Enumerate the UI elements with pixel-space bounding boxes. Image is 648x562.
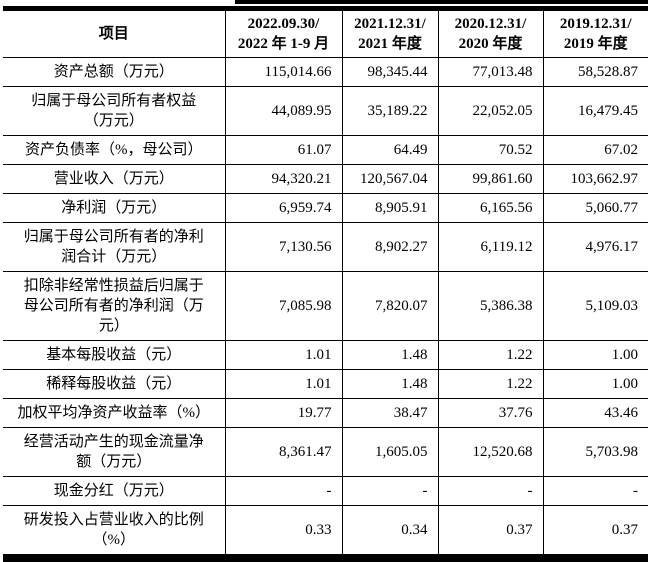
row-label: 净利润（万元） bbox=[3, 193, 225, 223]
table-row: 现金分红（万元） - - - - bbox=[3, 476, 648, 506]
table-body: 资产总额（万元） 115,014.66 98,345.44 77,013.48 58,5… bbox=[3, 57, 648, 554]
table-row: 加权平均净资产收益率（%） 19.77 38.47 37.76 43.46 bbox=[3, 398, 648, 428]
cell-value: 94,320.21 bbox=[224, 164, 342, 194]
cell-value: 8,905.91 bbox=[341, 193, 438, 223]
row-label: 基本每股收益（元） bbox=[3, 340, 225, 370]
row-label: 资产总额（万元） bbox=[3, 57, 225, 87]
cell-value: 98,345.44 bbox=[341, 57, 438, 87]
cell-value: 7,820.07 bbox=[341, 271, 438, 341]
column-header-2021: 2021.12.31/ 2021 年度 bbox=[341, 8, 438, 58]
cell-value: 64.49 bbox=[341, 135, 438, 165]
cell-value: 77,013.48 bbox=[437, 57, 543, 87]
cell-value: 1.48 bbox=[341, 369, 438, 399]
cell-value: 8,361.47 bbox=[224, 427, 342, 477]
cell-value: 1.22 bbox=[437, 340, 543, 370]
cell-value: 70.52 bbox=[437, 135, 543, 165]
cell-value: 38.47 bbox=[341, 398, 438, 428]
cell-value: 1.00 bbox=[542, 340, 648, 370]
cell-value: 7,085.98 bbox=[224, 271, 342, 341]
table-header: 项目 2022.09.30/ 2022 年 1-9 月 2021.12.31/ … bbox=[3, 8, 648, 58]
cell-value: 6,165.56 bbox=[437, 193, 543, 223]
data-table: 项目 2022.09.30/ 2022 年 1-9 月 2021.12.31/ … bbox=[3, 6, 648, 554]
row-label: 营业收入（万元） bbox=[3, 164, 225, 194]
bottom-thick-rule bbox=[3, 554, 648, 562]
cell-value: 7,130.56 bbox=[224, 222, 342, 272]
cell-value: 1.00 bbox=[542, 369, 648, 399]
cell-value: 4,976.17 bbox=[542, 222, 648, 272]
cell-value: 58,528.87 bbox=[542, 57, 648, 87]
cell-value: 67.02 bbox=[542, 135, 648, 165]
table-row: 营业收入（万元） 94,320.21 120,567.04 99,861.60 103,… bbox=[3, 164, 648, 194]
cell-value: 120,567.04 bbox=[341, 164, 438, 194]
table-row: 净利润（万元） 6,959.74 8,905.91 6,165.56 5,060.77 bbox=[3, 193, 648, 223]
row-label: 资产负债率（%，母公司） bbox=[3, 135, 225, 165]
row-label: 现金分红（万元） bbox=[3, 476, 225, 506]
cell-value: - bbox=[224, 476, 342, 506]
cell-value: 5,109.03 bbox=[542, 271, 648, 341]
cell-value: 0.34 bbox=[341, 505, 438, 554]
cell-value: - bbox=[437, 476, 543, 506]
cell-value: - bbox=[341, 476, 438, 506]
column-header-item: 项目 bbox=[3, 8, 225, 58]
cell-value: 0.37 bbox=[437, 505, 543, 554]
cell-value: 37.76 bbox=[437, 398, 543, 428]
table-row: 归属于母公司所有者的净利 润合计（万元） 7,130.56 8,902.27 6,11… bbox=[3, 222, 648, 272]
cell-value: 44,089.95 bbox=[224, 86, 342, 136]
cell-value: 8,902.27 bbox=[341, 222, 438, 272]
cell-value: 22,052.05 bbox=[437, 86, 543, 136]
row-label: 稀释每股收益（元） bbox=[3, 369, 225, 399]
table-row: 稀释每股收益（元） 1.01 1.48 1.22 1.00 bbox=[3, 369, 648, 399]
cell-value: 43.46 bbox=[542, 398, 648, 428]
cell-value: 12,520.68 bbox=[437, 427, 543, 477]
financial-summary-table: 项目 2022.09.30/ 2022 年 1-9 月 2021.12.31/ … bbox=[3, 6, 648, 562]
cell-value: 35,189.22 bbox=[341, 86, 438, 136]
cell-value: 61.07 bbox=[224, 135, 342, 165]
cell-value: 1.01 bbox=[224, 340, 342, 370]
cell-value: 1,605.05 bbox=[341, 427, 438, 477]
cell-value: 5,060.77 bbox=[542, 193, 648, 223]
cell-value: 6,119.12 bbox=[437, 222, 543, 272]
column-header-2019: 2019.12.31/ 2019 年度 bbox=[542, 8, 648, 58]
table-row: 资产总额（万元） 115,014.66 98,345.44 77,013.48 58,5… bbox=[3, 57, 648, 87]
cell-value: 115,014.66 bbox=[224, 57, 342, 87]
cell-value: 5,386.38 bbox=[437, 271, 543, 341]
header-row: 项目 2022.09.30/ 2022 年 1-9 月 2021.12.31/ … bbox=[3, 8, 648, 58]
table-row: 资产负债率（%，母公司） 61.07 64.49 70.52 67.02 bbox=[3, 135, 648, 165]
cell-value: 103,662.97 bbox=[542, 164, 648, 194]
cell-value: 0.37 bbox=[542, 505, 648, 554]
cell-value: 1.48 bbox=[341, 340, 438, 370]
cell-value: 5,703.98 bbox=[542, 427, 648, 477]
table-row: 经营活动产生的现金流量净 额（万元） 8,361.47 1,605.05 12,520… bbox=[3, 427, 648, 477]
table-row: 研发投入占营业收入的比例 （%） 0.33 0.34 0.37 0.37 bbox=[3, 505, 648, 554]
cell-value: 16,479.45 bbox=[542, 86, 648, 136]
table-row: 扣除非经常性损益后归属于 母公司所有者的净利润（万 元） 7,085.98 7,82… bbox=[3, 271, 648, 341]
row-label: 加权平均净资产收益率（%） bbox=[3, 398, 225, 428]
cell-value: 6,959.74 bbox=[224, 193, 342, 223]
column-header-2022: 2022.09.30/ 2022 年 1-9 月 bbox=[224, 8, 342, 58]
cell-value: 19.77 bbox=[224, 398, 342, 428]
row-label: 扣除非经常性损益后归属于 母公司所有者的净利润（万 元） bbox=[3, 271, 225, 341]
table-row: 基本每股收益（元） 1.01 1.48 1.22 1.00 bbox=[3, 340, 648, 370]
row-label: 归属于母公司所有者权益 （万元） bbox=[3, 86, 225, 136]
row-label: 归属于母公司所有者的净利 润合计（万元） bbox=[3, 222, 225, 272]
cell-value: 0.33 bbox=[224, 505, 342, 554]
cell-value: 1.22 bbox=[437, 369, 543, 399]
row-label: 经营活动产生的现金流量净 额（万元） bbox=[3, 427, 225, 477]
top-partial-rule bbox=[235, 0, 648, 4]
cell-value: 99,861.60 bbox=[437, 164, 543, 194]
cell-value: 1.01 bbox=[224, 369, 342, 399]
table-row: 归属于母公司所有者权益 （万元） 44,089.95 35,189.22 22,052… bbox=[3, 86, 648, 136]
cell-value: - bbox=[542, 476, 648, 506]
column-header-2020: 2020.12.31/ 2020 年度 bbox=[437, 8, 543, 58]
row-label: 研发投入占营业收入的比例 （%） bbox=[23, 512, 204, 548]
